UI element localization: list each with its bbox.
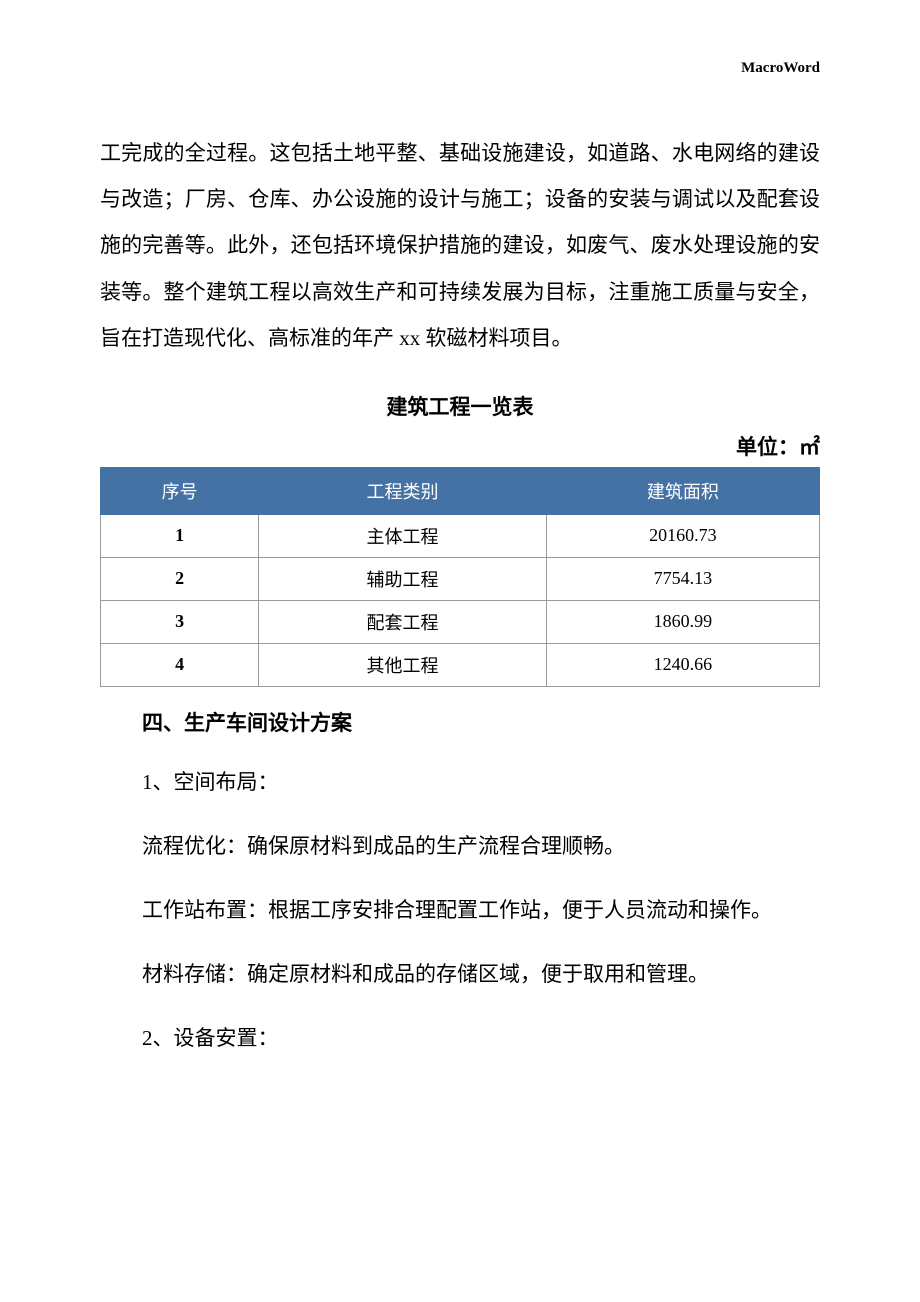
table-row: 1 主体工程 20160.73 [101, 514, 820, 557]
cell-area: 20160.73 [546, 514, 819, 557]
paragraph: 流程优化：确保原材料到成品的生产流程合理顺畅。 [100, 825, 820, 867]
table-header-row: 序号 工程类别 建筑面积 [101, 467, 820, 514]
table-title: 建筑工程一览表 [100, 391, 820, 421]
table-row: 4 其他工程 1240.66 [101, 643, 820, 686]
page-content: 工完成的全过程。这包括土地平整、基础设施建设，如道路、水电网络的建设与改造；厂房… [100, 130, 820, 1059]
table-row: 3 配套工程 1860.99 [101, 600, 820, 643]
col-area: 建筑面积 [546, 467, 819, 514]
section-heading: 四、生产车间设计方案 [100, 707, 820, 737]
table-unit-label: 单位：㎡ [100, 431, 820, 461]
cell-area: 1240.66 [546, 643, 819, 686]
paragraph: 工作站布置：根据工序安排合理配置工作站，便于人员流动和操作。 [100, 889, 820, 931]
intro-paragraph: 工完成的全过程。这包括土地平整、基础设施建设，如道路、水电网络的建设与改造；厂房… [100, 130, 820, 361]
construction-table: 序号 工程类别 建筑面积 1 主体工程 20160.73 2 辅助工程 7754… [100, 467, 820, 687]
cell-seq: 2 [101, 557, 259, 600]
subsection-2: 2、设备安置： [100, 1017, 820, 1059]
col-category: 工程类别 [259, 467, 547, 514]
cell-category: 主体工程 [259, 514, 547, 557]
cell-seq: 1 [101, 514, 259, 557]
cell-seq: 4 [101, 643, 259, 686]
header-brand: MacroWord [741, 60, 820, 77]
cell-area: 1860.99 [546, 600, 819, 643]
paragraph: 材料存储：确定原材料和成品的存储区域，便于取用和管理。 [100, 953, 820, 995]
cell-category: 配套工程 [259, 600, 547, 643]
cell-category: 辅助工程 [259, 557, 547, 600]
cell-area: 7754.13 [546, 557, 819, 600]
cell-category: 其他工程 [259, 643, 547, 686]
cell-seq: 3 [101, 600, 259, 643]
col-seq: 序号 [101, 467, 259, 514]
table-row: 2 辅助工程 7754.13 [101, 557, 820, 600]
subsection-1: 1、空间布局： [100, 761, 820, 803]
